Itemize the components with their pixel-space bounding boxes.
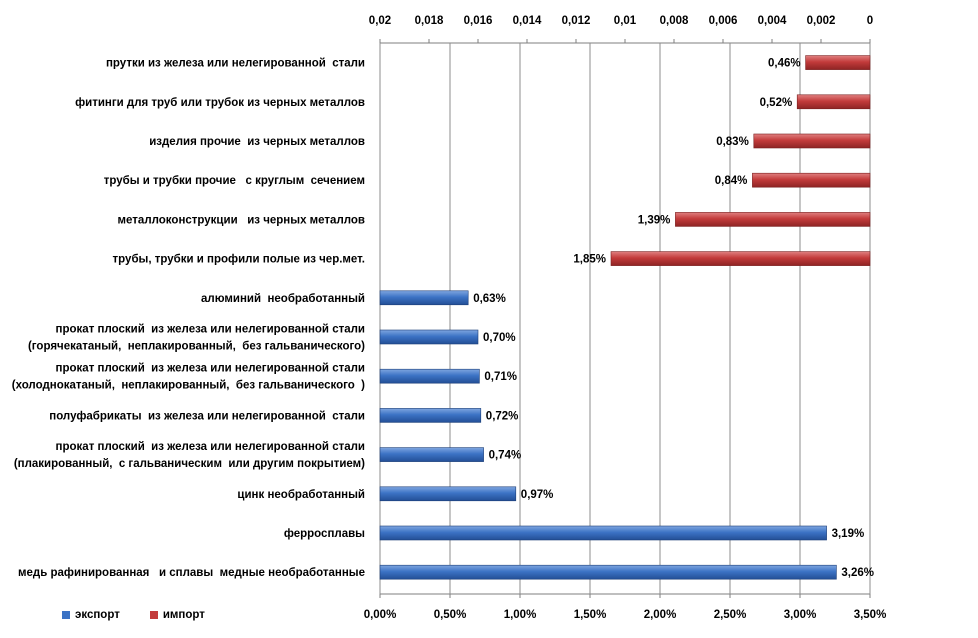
top-tick-label: 0,008	[660, 15, 689, 27]
legend-item-export: экспорт	[62, 609, 120, 621]
category-label: прокат плоский из железа или нелегирован…	[56, 324, 365, 336]
top-axis-ticks: 0,02 0,018 0,016 0,014 0,012 0,01 0,008 0,006 0,…	[369, 15, 873, 43]
bar-export	[379, 290, 469, 306]
bar-export	[379, 447, 484, 462]
category-label: металлоконструкции из черных металлов	[118, 214, 365, 226]
category-label: трубы и трубки прочие с круглым сечением	[104, 175, 365, 187]
bar-export	[379, 329, 479, 345]
bar-export	[379, 486, 517, 502]
bar-import	[675, 212, 871, 227]
category-label: алюминий необработанный	[201, 293, 365, 305]
legend-swatch-export	[62, 611, 70, 619]
category-label: трубы, трубки и профили полые из чер.мет…	[113, 254, 365, 266]
bar-export	[379, 368, 480, 384]
bar-import	[752, 172, 871, 188]
bar-export	[379, 525, 827, 541]
data-label: 3,19%	[832, 528, 865, 540]
bottom-tick-label: 1,00%	[504, 609, 537, 621]
top-tick-label: 0,016	[464, 15, 493, 27]
category-label: изделия прочие из черных металлов	[149, 136, 365, 148]
data-label: 0,70%	[483, 332, 516, 344]
category-label: прокат плоский из железа или нелегирован…	[56, 441, 365, 453]
data-label: 3,26%	[841, 567, 874, 579]
bar-import	[610, 251, 871, 266]
data-label: 0,71%	[484, 371, 517, 383]
bottom-tick-label: 3,00%	[784, 609, 817, 621]
legend: экспорт импорт	[62, 609, 205, 621]
bars	[379, 55, 871, 580]
top-tick-label: 0,012	[562, 15, 591, 27]
top-tick-label: 0,01	[614, 15, 637, 27]
top-tick-label: 0,02	[369, 15, 391, 27]
top-tick-label: 0,014	[513, 15, 542, 27]
data-label: 0,84%	[715, 175, 748, 187]
gridlines	[379, 42, 871, 595]
bottom-tick-label: 0,00%	[364, 609, 397, 621]
category-label: ферросплавы	[284, 528, 365, 540]
bar-export	[379, 408, 482, 423]
top-tick-label: 0,002	[807, 15, 836, 27]
category-label: (горячекатаный, неплакированный, без гал…	[28, 341, 365, 353]
category-label: фитинги для труб или трубок из черных ме…	[75, 97, 365, 109]
category-label: медь рафинированная и сплавы медные необ…	[18, 567, 365, 579]
data-label: 1,39%	[638, 214, 671, 226]
data-label: 0,74%	[489, 450, 522, 462]
legend-label-export: экспорт	[75, 609, 120, 621]
bar-export	[379, 564, 837, 580]
data-label: 0,52%	[760, 97, 793, 109]
bar-import	[805, 55, 871, 70]
data-label: 1,85%	[573, 254, 606, 266]
top-tick-label: 0,004	[758, 15, 787, 27]
bottom-tick-label: 0,50%	[434, 609, 467, 621]
bottom-axis-ticks: 0,00% 0,50% 1,00% 1,50% 2,00% 2,50% 3,00% 3,50%	[364, 594, 887, 621]
legend-item-import: импорт	[149, 609, 205, 621]
legend-label-import: импорт	[162, 609, 205, 621]
category-label: (плакированный, с гальваническим или дру…	[14, 458, 365, 470]
top-tick-label: 0	[867, 15, 873, 27]
category-label: полуфабрикаты из железа или нелегированн…	[49, 410, 365, 422]
category-label: цинк необработанный	[237, 489, 365, 501]
data-label: 0,97%	[521, 489, 554, 501]
top-tick-label: 0,018	[415, 15, 444, 27]
data-labels: 0,46% 0,52% 0,83% 0,84% 1,39% 1,85% 0,63% 0,70%…	[473, 58, 874, 580]
category-label: (холоднокатаный, неплакированный, без га…	[12, 380, 365, 392]
data-label: 0,46%	[768, 58, 801, 70]
bar-import	[753, 133, 871, 149]
top-tick-label: 0,006	[709, 15, 738, 27]
bottom-tick-label: 1,50%	[574, 609, 607, 621]
bottom-tick-label: 3,50%	[854, 609, 887, 621]
category-label: прокат плоский из железа или нелегирован…	[56, 363, 365, 375]
data-label: 0,63%	[473, 293, 506, 305]
bottom-tick-label: 2,00%	[644, 609, 677, 621]
data-label: 0,83%	[716, 136, 749, 148]
bar-import	[796, 94, 871, 110]
category-labels: прутки из железа или нелегированной стал…	[12, 58, 365, 580]
bottom-tick-label: 2,50%	[714, 609, 747, 621]
legend-swatch-import	[149, 611, 158, 619]
category-label: прутки из железа или нелегированной стал…	[106, 58, 365, 70]
data-label: 0,72%	[486, 410, 519, 422]
